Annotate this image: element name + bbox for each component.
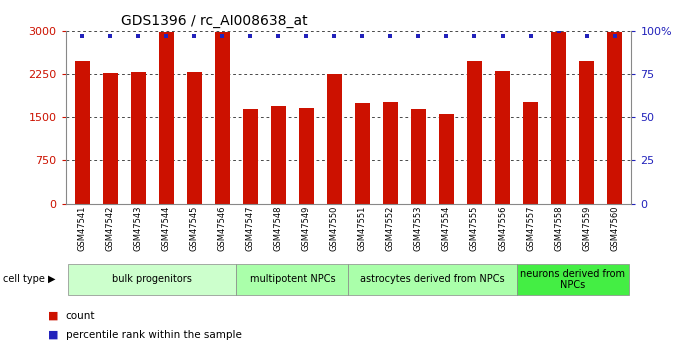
Text: GSM47541: GSM47541 — [78, 206, 87, 252]
Point — [497, 33, 508, 39]
Text: GSM47549: GSM47549 — [302, 206, 311, 252]
Bar — [467, 61, 482, 204]
Text: GSM47560: GSM47560 — [610, 206, 619, 252]
Bar — [327, 74, 342, 204]
Text: GSM47546: GSM47546 — [218, 206, 227, 252]
Text: GSM47559: GSM47559 — [582, 206, 591, 252]
Text: GDS1396 / rc_AI008638_at: GDS1396 / rc_AI008638_at — [121, 14, 307, 28]
Bar — [495, 71, 510, 204]
Point — [553, 28, 564, 34]
Text: GSM47543: GSM47543 — [134, 206, 143, 252]
FancyBboxPatch shape — [348, 264, 517, 295]
Text: GSM47544: GSM47544 — [162, 206, 171, 252]
Bar — [439, 115, 454, 204]
Text: GSM47556: GSM47556 — [498, 206, 507, 252]
Text: GSM47558: GSM47558 — [554, 206, 563, 252]
Point — [161, 33, 172, 39]
Point — [329, 33, 340, 39]
Text: GSM47548: GSM47548 — [274, 206, 283, 252]
Point — [441, 33, 452, 39]
Point — [77, 33, 88, 39]
Text: GSM47551: GSM47551 — [358, 206, 367, 252]
Bar — [607, 32, 622, 204]
FancyBboxPatch shape — [68, 264, 237, 295]
Text: ■: ■ — [48, 311, 59, 321]
Text: GSM47555: GSM47555 — [470, 206, 479, 252]
FancyBboxPatch shape — [237, 264, 348, 295]
Point — [217, 33, 228, 39]
Text: GSM47545: GSM47545 — [190, 206, 199, 252]
Text: ■: ■ — [48, 330, 59, 339]
Text: GSM47554: GSM47554 — [442, 206, 451, 252]
Text: bulk progenitors: bulk progenitors — [112, 275, 193, 284]
Text: GSM47553: GSM47553 — [414, 206, 423, 252]
Text: cell type ▶: cell type ▶ — [3, 275, 56, 284]
Point — [525, 33, 536, 39]
Text: GSM47542: GSM47542 — [106, 206, 115, 252]
Text: GSM47557: GSM47557 — [526, 206, 535, 252]
Bar — [523, 102, 538, 204]
Point — [189, 33, 200, 39]
Point — [273, 33, 284, 39]
Text: astrocytes derived from NPCs: astrocytes derived from NPCs — [360, 275, 505, 284]
Bar — [103, 73, 118, 204]
Bar — [270, 106, 286, 204]
FancyBboxPatch shape — [517, 264, 629, 295]
Bar — [75, 61, 90, 204]
Bar — [130, 72, 146, 204]
Point — [581, 33, 592, 39]
Text: GSM47547: GSM47547 — [246, 206, 255, 252]
Point — [357, 33, 368, 39]
Text: percentile rank within the sample: percentile rank within the sample — [66, 330, 242, 339]
Bar — [299, 108, 314, 204]
Bar — [355, 103, 370, 204]
Point — [301, 33, 312, 39]
Point — [245, 33, 256, 39]
Bar — [579, 61, 594, 204]
Point — [413, 33, 424, 39]
Point — [133, 33, 144, 39]
Text: GSM47550: GSM47550 — [330, 206, 339, 252]
Bar — [159, 32, 174, 204]
Point — [469, 33, 480, 39]
Text: count: count — [66, 311, 95, 321]
Point — [105, 33, 116, 39]
Text: GSM47552: GSM47552 — [386, 206, 395, 252]
Bar — [551, 32, 566, 204]
Point — [609, 33, 620, 39]
Bar — [411, 109, 426, 204]
Bar — [243, 109, 258, 204]
Bar — [215, 32, 230, 204]
Text: neurons derived from
NPCs: neurons derived from NPCs — [520, 269, 625, 290]
Bar — [383, 102, 398, 204]
Point — [385, 33, 396, 39]
Text: multipotent NPCs: multipotent NPCs — [250, 275, 335, 284]
Bar — [187, 72, 202, 204]
